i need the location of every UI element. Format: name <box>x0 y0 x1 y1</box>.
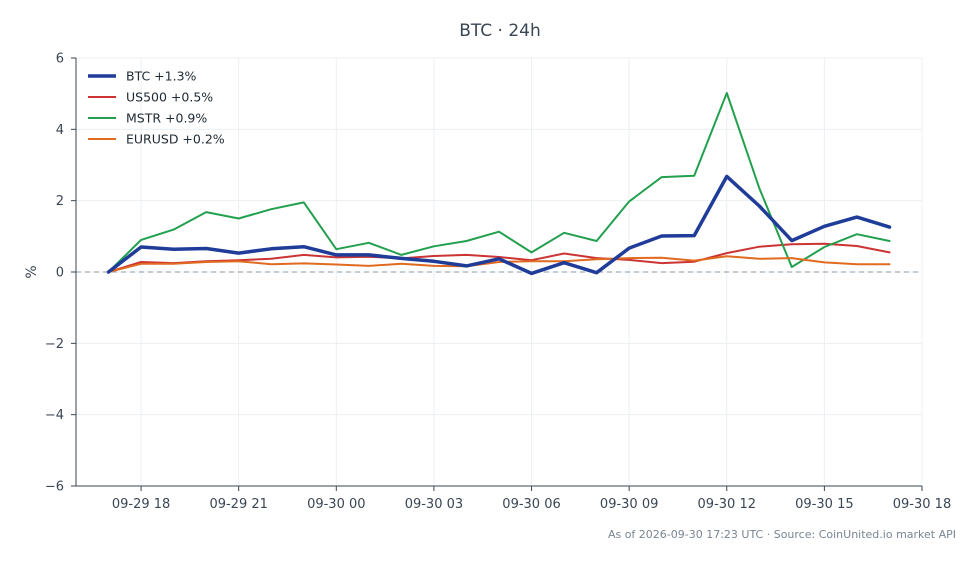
y-tick-label: −4 <box>45 408 64 423</box>
y-tick-label: 4 <box>56 123 64 138</box>
axes: 6 4 2 0 −2 −4 −6 09-29 18 09-29 21 09-30 00 09-30 … <box>45 52 951 513</box>
y-tick-label: 6 <box>56 52 64 67</box>
y-tick-label: −2 <box>45 337 64 352</box>
legend: BTC +1.3% US500 +0.5% MSTR +0.9% EURUSD +0.… <box>88 69 225 147</box>
y-tick-label: 2 <box>56 194 64 209</box>
grid <box>76 57 923 487</box>
x-tick-label: 09-30 09 <box>600 497 658 512</box>
series-lines <box>106 92 892 276</box>
legend-label: US500 +0.5% <box>126 90 213 105</box>
footer-source: As of 2026-09-30 17:23 UTC · Source: Coi… <box>608 528 956 541</box>
series-line-1 <box>106 174 892 276</box>
x-tick-label: 09-30 06 <box>502 497 560 512</box>
chart-title: BTC · 24h <box>459 21 541 41</box>
x-tick-label: 09-29 21 <box>209 497 267 512</box>
legend-label: BTC +1.3% <box>126 69 197 84</box>
y-tick-label: −6 <box>45 480 64 495</box>
series-line-3 <box>107 92 891 273</box>
series-line-4 <box>107 255 891 273</box>
x-tick-label: 09-30 03 <box>405 497 463 512</box>
x-tick-label: 09-30 12 <box>698 497 756 512</box>
legend-label: EURUSD +0.2% <box>126 132 225 147</box>
legend-label: MSTR +0.9% <box>126 111 207 126</box>
x-tick-label: 09-30 18 <box>893 497 951 512</box>
y-axis-label: % <box>24 265 40 278</box>
series-line-2 <box>107 242 891 273</box>
x-tick-label: 09-30 00 <box>307 497 365 512</box>
x-tick-label: 09-30 15 <box>795 497 853 512</box>
x-tick-label: 09-29 18 <box>112 497 170 512</box>
y-tick-label: 0 <box>56 266 64 281</box>
